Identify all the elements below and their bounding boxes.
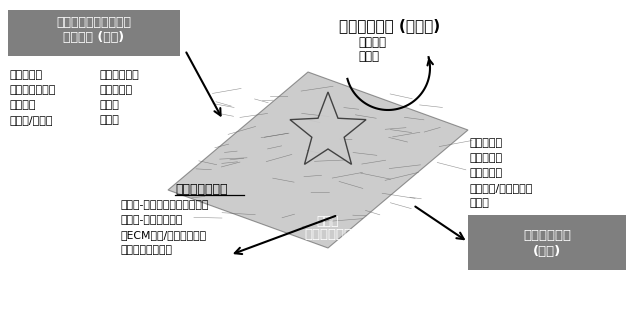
Polygon shape [290, 92, 366, 164]
FancyBboxPatch shape [468, 215, 626, 270]
FancyBboxPatch shape [8, 10, 180, 56]
Text: 細胞外: 細胞外 [317, 215, 340, 228]
Text: ・細胞-マトリックス相互作用: ・細胞-マトリックス相互作用 [120, 200, 208, 210]
Polygon shape [168, 72, 468, 248]
Text: 生物学的機能: 生物学的機能 [523, 229, 571, 242]
Text: ・粘弾性: ・粘弾性 [10, 100, 36, 110]
Text: ・形態: ・形態 [358, 50, 379, 63]
Text: ・ストレッチ: ・ストレッチ [100, 70, 140, 80]
Text: シグナル (入力): シグナル (入力) [64, 31, 125, 44]
Text: ・ECM分解/リモデリング: ・ECM分解/リモデリング [120, 230, 206, 240]
Text: ・サイトカイン: ・サイトカイン [10, 85, 57, 95]
Text: ・遺伝子/タンパク質: ・遺伝子/タンパク質 [470, 183, 533, 193]
Text: ・移動現象: ・移動現象 [470, 153, 503, 163]
Text: (出力): (出力) [533, 245, 561, 258]
Text: マトリックス: マトリックス [304, 228, 352, 241]
Text: ・成長因子: ・成長因子 [10, 70, 43, 80]
Text: ・増殖挙動: ・増殖挙動 [470, 138, 503, 148]
Text: ・形状/幾何学: ・形状/幾何学 [10, 115, 54, 125]
Text: ・ずり応力: ・ずり応力 [100, 85, 133, 95]
Text: 発現: 発現 [470, 198, 490, 208]
Text: 細胞力学特性 (内在的): 細胞力学特性 (内在的) [340, 18, 441, 33]
Text: ・細胞骨格再編成: ・細胞骨格再編成 [120, 245, 172, 255]
Text: ・圧縮: ・圧縮 [100, 100, 120, 110]
Text: ・系統決定: ・系統決定 [470, 168, 503, 178]
Text: 生化学的・構造力学的: 生化学的・構造力学的 [57, 16, 131, 29]
Text: ・張力: ・張力 [100, 115, 120, 125]
Text: ・粘弾性: ・粘弾性 [358, 36, 386, 49]
Text: フィードバック: フィードバック [175, 183, 227, 196]
Text: ・細胞-細胞相互作用: ・細胞-細胞相互作用 [120, 215, 182, 225]
